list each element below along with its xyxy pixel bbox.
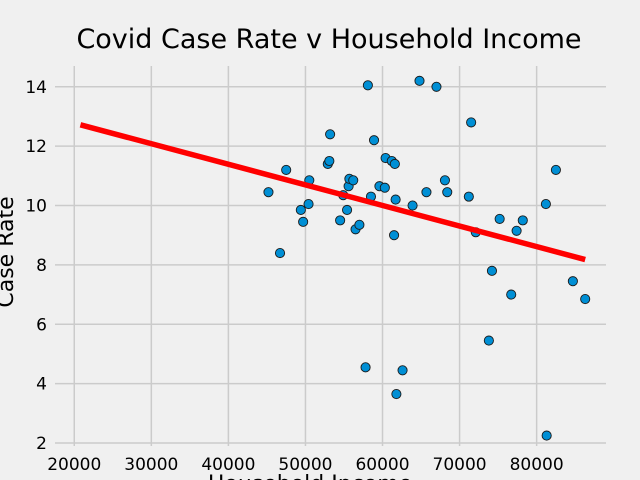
x-tick-label: 20000	[47, 455, 101, 475]
data-point	[407, 200, 418, 211]
data-point	[486, 265, 497, 276]
y-tick-label: 2	[36, 434, 47, 454]
data-point	[325, 129, 336, 140]
x-tick-label: 50000	[278, 455, 332, 475]
data-points	[263, 75, 591, 441]
data-point	[517, 215, 528, 226]
data-point	[442, 187, 453, 198]
data-point	[389, 158, 400, 170]
data-point	[431, 81, 442, 92]
data-point	[379, 182, 390, 193]
x-tick-label: 80000	[510, 455, 564, 475]
data-point	[295, 204, 306, 216]
data-point	[281, 164, 292, 175]
y-tick-label: 10	[25, 197, 47, 217]
x-tick-label: 60000	[355, 455, 409, 475]
data-point	[463, 191, 474, 202]
data-point	[263, 187, 274, 198]
data-point	[567, 276, 578, 287]
data-point	[466, 117, 477, 128]
data-point	[540, 198, 551, 210]
data-point	[421, 187, 432, 198]
data-point	[541, 430, 552, 441]
data-point	[397, 365, 408, 376]
data-point	[506, 289, 517, 300]
data-point	[391, 388, 402, 400]
data-point	[274, 247, 286, 259]
y-tick-label: 14	[25, 78, 47, 98]
x-axis-ticks: 20000 30000 40000 50000 60000 70000 80000	[47, 455, 563, 475]
regression-line-group	[79, 122, 586, 263]
x-tick-label: 40000	[201, 455, 255, 475]
y-axis-label: Case Rate	[0, 196, 19, 307]
grid-lines	[55, 66, 606, 446]
data-point	[389, 230, 400, 241]
data-point	[390, 194, 401, 205]
x-axis-label: Household Income	[208, 472, 412, 480]
chart-title: Covid Case Rate v Household Income	[76, 24, 581, 55]
data-point	[354, 219, 365, 230]
data-point	[324, 155, 335, 167]
data-point	[303, 198, 314, 210]
y-tick-label: 4	[36, 375, 47, 395]
y-axis-ticks: 2 4 6 8 10 12 14	[25, 78, 47, 454]
regression-line	[79, 122, 586, 263]
data-point	[439, 175, 450, 186]
data-point	[494, 213, 505, 224]
data-point	[335, 215, 346, 226]
x-tick-label: 30000	[124, 455, 178, 475]
data-point	[414, 75, 425, 86]
y-tick-label: 12	[25, 137, 47, 157]
y-tick-label: 6	[36, 315, 47, 335]
data-point	[360, 362, 371, 373]
data-point	[342, 204, 353, 216]
x-tick-label: 70000	[433, 455, 487, 475]
data-point	[298, 216, 309, 227]
data-point	[483, 335, 494, 346]
data-point	[580, 293, 591, 305]
y-tick-label: 8	[36, 256, 47, 276]
data-point	[550, 164, 561, 175]
data-point	[362, 80, 373, 91]
data-point	[348, 175, 359, 186]
data-point	[368, 135, 380, 146]
data-point	[511, 225, 522, 236]
